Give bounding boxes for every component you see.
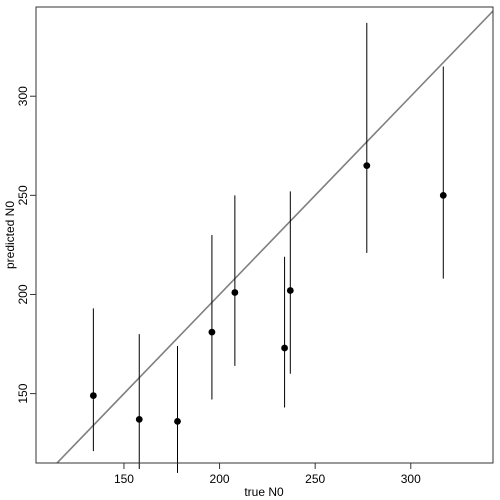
data-point-3 bbox=[174, 417, 181, 425]
data-point-2 bbox=[135, 415, 143, 423]
y-tick-label-300: 300 bbox=[16, 86, 30, 106]
x-axis-title: true N0 bbox=[244, 485, 284, 499]
y-axis: 150 200 250 300 bbox=[16, 86, 36, 404]
data-point-9 bbox=[439, 191, 447, 199]
data-point-4 bbox=[208, 328, 216, 336]
y-tick-label-200: 200 bbox=[16, 284, 30, 304]
data-point-8 bbox=[363, 162, 371, 170]
point-layer bbox=[89, 162, 447, 425]
errorbar-layer bbox=[92, 22, 444, 473]
x-tick-label-200: 200 bbox=[210, 472, 230, 486]
y-axis-title: predicted N0 bbox=[3, 201, 17, 269]
x-axis: 150 200 250 300 bbox=[114, 463, 421, 486]
data-point-6 bbox=[281, 344, 288, 352]
x-tick-label-250: 250 bbox=[305, 472, 325, 486]
y-tick-label-150: 150 bbox=[16, 383, 30, 403]
x-tick-label-300: 300 bbox=[401, 472, 421, 486]
data-point-1 bbox=[89, 392, 97, 399]
y-tick-label-250: 250 bbox=[16, 185, 30, 205]
plot-frame bbox=[35, 6, 494, 464]
data-point-5 bbox=[231, 289, 239, 296]
data-point-7 bbox=[286, 287, 294, 294]
x-tick-label-150: 150 bbox=[114, 472, 134, 486]
